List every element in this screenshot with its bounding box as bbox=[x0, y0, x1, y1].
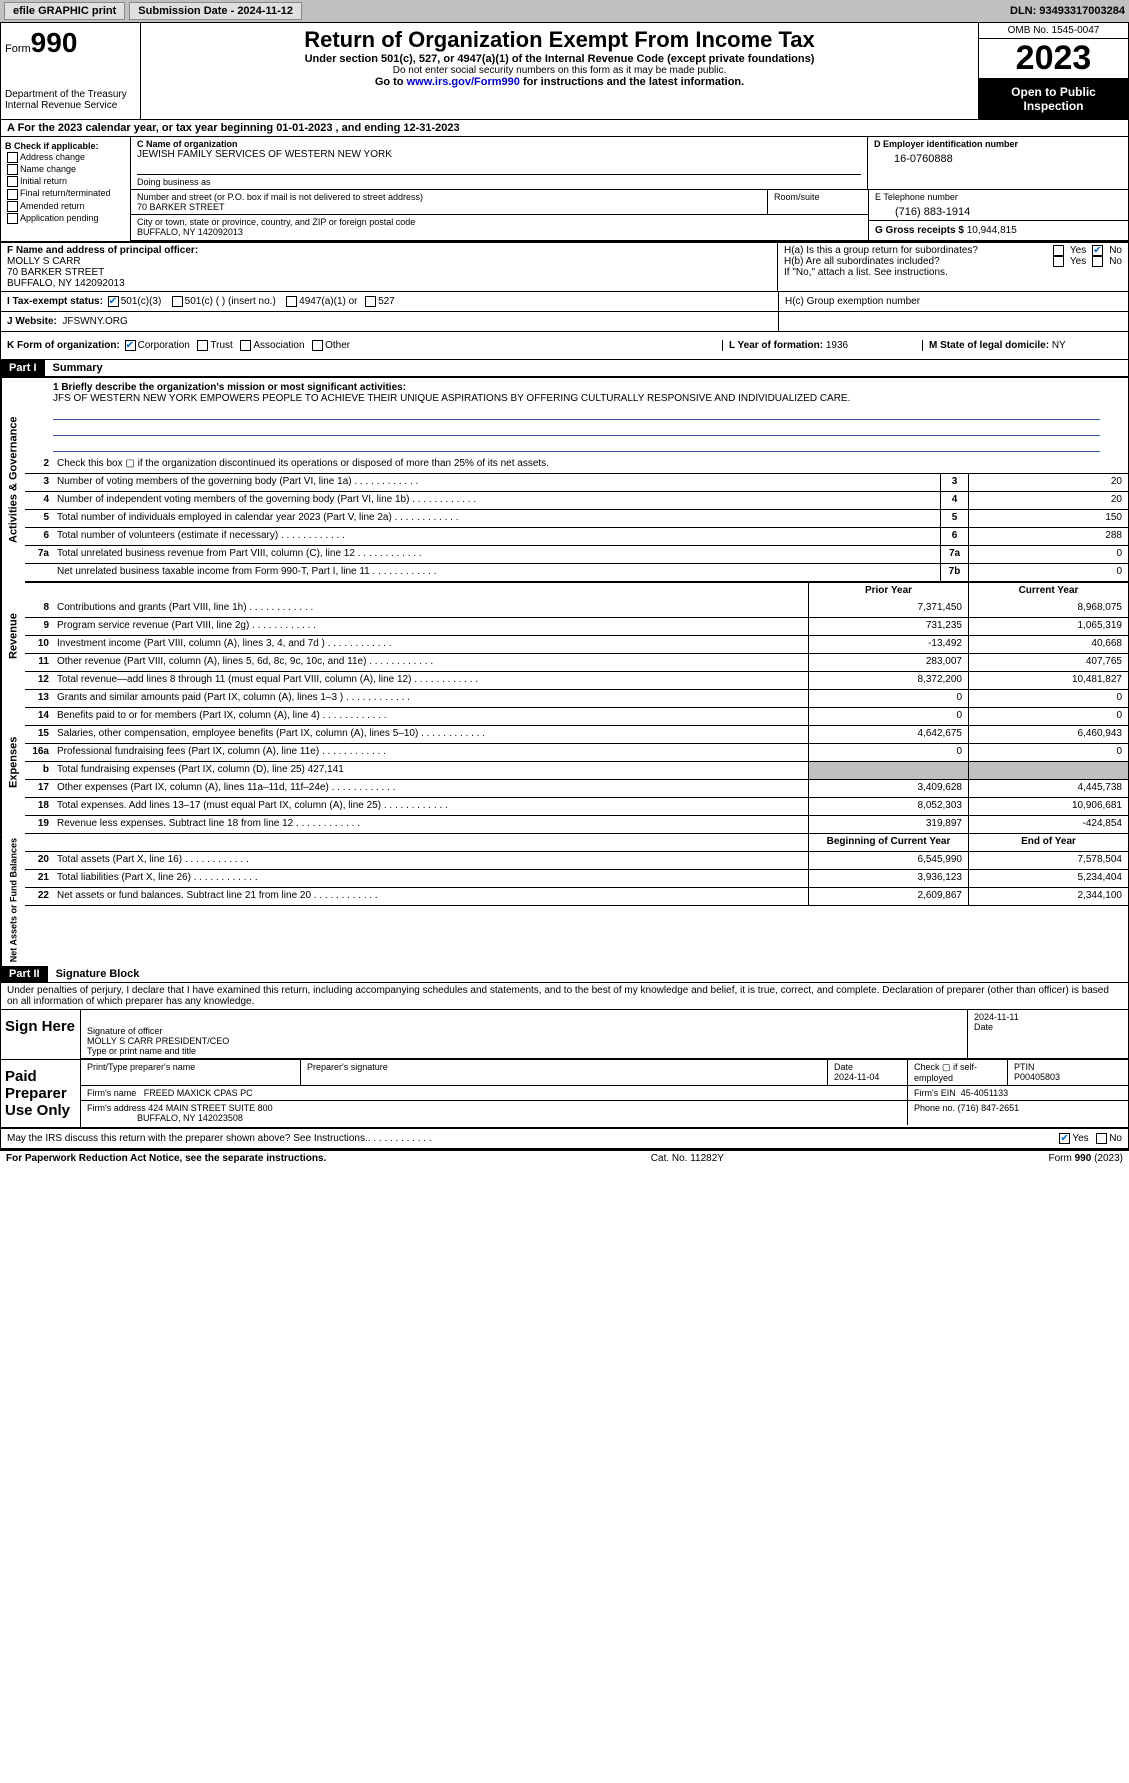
form-header: Form990 Department of the Treasury Inter… bbox=[1, 23, 1128, 120]
box-hc: H(c) Group exemption number bbox=[778, 292, 1128, 311]
firm-addr: 424 MAIN STREET SUITE 800 bbox=[148, 1103, 272, 1113]
beg-year-header: Beginning of Current Year bbox=[808, 834, 968, 851]
box-j: J Website: JFSWNY.ORG bbox=[1, 312, 778, 331]
summary-line: bTotal fundraising expenses (Part IX, co… bbox=[25, 762, 1128, 780]
summary-line: 11Other revenue (Part VIII, column (A), … bbox=[25, 654, 1128, 672]
prep-sig-label: Preparer's signature bbox=[301, 1060, 828, 1085]
street-value: 70 BARKER STREET bbox=[137, 202, 761, 212]
summary-line: 16aProfessional fundraising fees (Part I… bbox=[25, 744, 1128, 762]
summary-line: 15Salaries, other compensation, employee… bbox=[25, 726, 1128, 744]
summary-line: 4Number of independent voting members of… bbox=[25, 492, 1128, 510]
paid-preparer-label: Paid Preparer Use Only bbox=[1, 1060, 81, 1127]
form-number: Form990 bbox=[5, 27, 136, 59]
top-toolbar: efile GRAPHIC print Submission Date - 20… bbox=[0, 0, 1129, 22]
summary-line: 13Grants and similar amounts paid (Part … bbox=[25, 690, 1128, 708]
period-row: A For the 2023 calendar year, or tax yea… bbox=[1, 120, 1128, 137]
street-label: Number and street (or P.O. box if mail i… bbox=[137, 192, 761, 202]
page-footer: For Paperwork Reduction Act Notice, see … bbox=[0, 1149, 1129, 1166]
summary-line: 3Number of voting members of the governi… bbox=[25, 474, 1128, 492]
ptin-value: P00405803 bbox=[1014, 1072, 1060, 1082]
discuss-row: May the IRS discuss this return with the… bbox=[1, 1128, 1128, 1148]
part1-title: Summary bbox=[45, 362, 103, 374]
submission-date-button[interactable]: Submission Date - 2024-11-12 bbox=[129, 2, 302, 20]
self-employed-label: Check ▢ if self-employed bbox=[908, 1060, 1008, 1085]
form-990: Form990 Department of the Treasury Inter… bbox=[0, 22, 1129, 1149]
prep-name-label: Print/Type preparer's name bbox=[81, 1060, 301, 1085]
open-inspection: Open to Public Inspection bbox=[979, 79, 1128, 119]
sig-name-label: Type or print name and title bbox=[87, 1046, 961, 1056]
irs-link[interactable]: www.irs.gov/Form990 bbox=[407, 76, 520, 88]
firm-ein: 45-4051133 bbox=[961, 1088, 1008, 1098]
summary-line: 17Other expenses (Part IX, column (A), l… bbox=[25, 780, 1128, 798]
section-expenses: Expenses bbox=[1, 690, 25, 834]
prior-year-header: Prior Year bbox=[808, 583, 968, 600]
summary-line: 8Contributions and grants (Part VIII, li… bbox=[25, 600, 1128, 618]
summary-line: 7aTotal unrelated business revenue from … bbox=[25, 546, 1128, 564]
section-governance: Activities & Governance bbox=[1, 378, 25, 582]
tel-value: (716) 883-1914 bbox=[875, 202, 1122, 218]
section-netassets: Net Assets or Fund Balances bbox=[1, 834, 25, 966]
box-h: H(a) Is this a group return for subordin… bbox=[778, 243, 1128, 291]
dln-label: DLN: 93493317003284 bbox=[1010, 5, 1125, 17]
summary-line: 2Check this box ▢ if the organization di… bbox=[25, 456, 1128, 474]
gross-receipts: G Gross receipts $ 10,944,815 bbox=[869, 221, 1128, 240]
part2-header: Part II bbox=[1, 966, 48, 982]
form-subtitle-3: Go to www.irs.gov/Form990 for instructio… bbox=[149, 76, 970, 88]
ein-value: 16-0760888 bbox=[874, 149, 1122, 165]
tel-label: E Telephone number bbox=[875, 192, 1122, 202]
prep-date: 2024-11-04 bbox=[834, 1072, 879, 1082]
box-m: M State of legal domicile: NY bbox=[922, 340, 1122, 351]
box-k: K Form of organization: Corporation Trus… bbox=[7, 340, 722, 351]
room-label: Room/suite bbox=[768, 190, 868, 214]
current-year-header: Current Year bbox=[968, 583, 1128, 600]
firm-phone: (716) 847-2651 bbox=[958, 1103, 1020, 1113]
summary-line: 6Total number of volunteers (estimate if… bbox=[25, 528, 1128, 546]
summary-line: 12Total revenue—add lines 8 through 11 (… bbox=[25, 672, 1128, 690]
sig-officer-name: MOLLY S CARR PRESIDENT/CEO bbox=[87, 1036, 961, 1046]
name-label: C Name of organization bbox=[137, 139, 238, 149]
summary-line: 18Total expenses. Add lines 13–17 (must … bbox=[25, 798, 1128, 816]
summary-line: 21Total liabilities (Part X, line 26)3,9… bbox=[25, 870, 1128, 888]
sig-officer-label: Signature of officer bbox=[87, 1026, 961, 1036]
form-subtitle-2: Do not enter social security numbers on … bbox=[149, 65, 970, 76]
summary-line: 9Program service revenue (Part VIII, lin… bbox=[25, 618, 1128, 636]
org-name: JEWISH FAMILY SERVICES OF WESTERN NEW YO… bbox=[137, 149, 861, 160]
section-revenue: Revenue bbox=[1, 582, 25, 690]
omb-number: OMB No. 1545-0047 bbox=[979, 23, 1128, 39]
sig-date-label: Date bbox=[974, 1022, 1122, 1032]
mission-block: 1 Briefly describe the organization's mi… bbox=[25, 378, 1128, 456]
box-b: B Check if applicable: Address change Na… bbox=[1, 137, 131, 241]
box-f: F Name and address of principal officer:… bbox=[1, 243, 778, 291]
box-l: L Year of formation: 1936 bbox=[722, 340, 922, 351]
perjury-text: Under penalties of perjury, I declare th… bbox=[1, 983, 1128, 1010]
efile-print-button[interactable]: efile GRAPHIC print bbox=[4, 2, 125, 20]
summary-line: Net unrelated business taxable income fr… bbox=[25, 564, 1128, 582]
dept-label: Department of the Treasury Internal Reve… bbox=[5, 89, 136, 111]
part2-title: Signature Block bbox=[48, 968, 140, 980]
firm-name: FREED MAXICK CPAS PC bbox=[144, 1088, 253, 1098]
summary-line: 10Investment income (Part VIII, column (… bbox=[25, 636, 1128, 654]
ein-label: D Employer identification number bbox=[874, 139, 1018, 149]
box-i: I Tax-exempt status: 501(c)(3) 501(c) ( … bbox=[1, 292, 778, 311]
sig-date: 2024-11-11 bbox=[974, 1012, 1122, 1022]
form-subtitle-1: Under section 501(c), 527, or 4947(a)(1)… bbox=[149, 53, 970, 65]
summary-line: 14Benefits paid to or for members (Part … bbox=[25, 708, 1128, 726]
part1-header: Part I bbox=[1, 360, 45, 376]
summary-line: 19Revenue less expenses. Subtract line 1… bbox=[25, 816, 1128, 834]
form-title: Return of Organization Exempt From Incom… bbox=[149, 27, 970, 53]
city-value: BUFFALO, NY 142092013 bbox=[137, 227, 862, 237]
summary-line: 22Net assets or fund balances. Subtract … bbox=[25, 888, 1128, 906]
summary-line: 5Total number of individuals employed in… bbox=[25, 510, 1128, 528]
end-year-header: End of Year bbox=[968, 834, 1128, 851]
tax-year: 2023 bbox=[979, 39, 1128, 79]
dba-label: Doing business as bbox=[137, 174, 861, 187]
sign-here-label: Sign Here bbox=[1, 1010, 81, 1059]
city-label: City or town, state or province, country… bbox=[137, 217, 862, 227]
summary-line: 20Total assets (Part X, line 16)6,545,99… bbox=[25, 852, 1128, 870]
